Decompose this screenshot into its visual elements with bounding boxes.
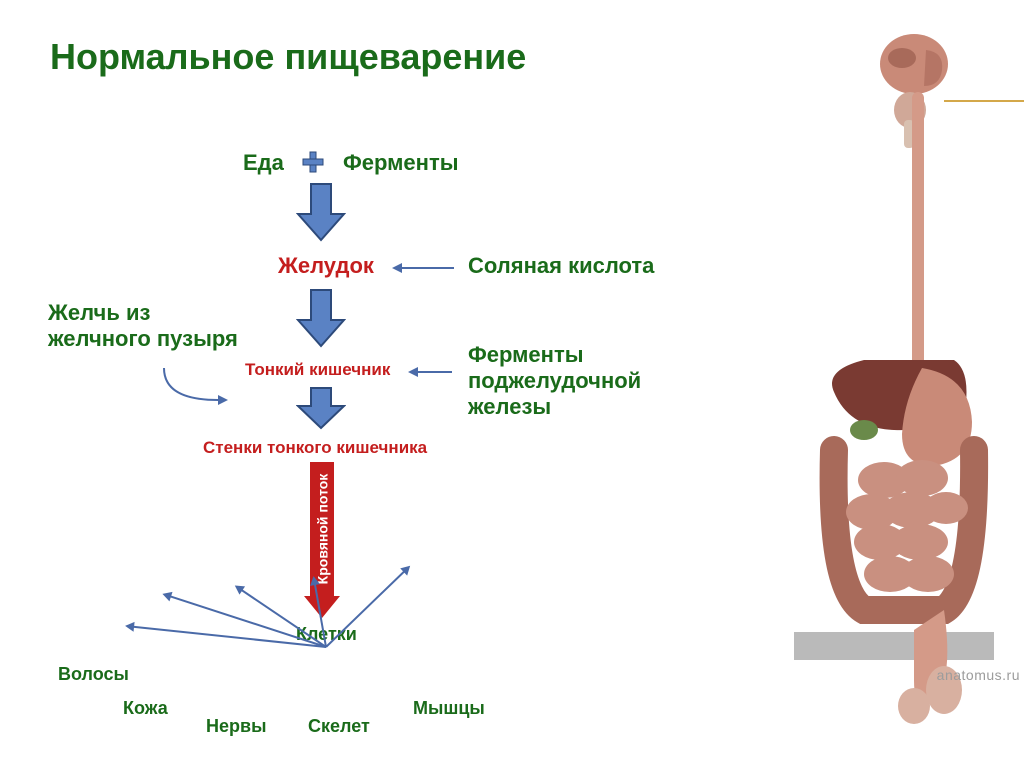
node-small-intestine: Тонкий кишечник — [245, 360, 390, 380]
node-food: Еда — [243, 150, 284, 176]
diagram-title: Нормальное пищеварение — [50, 36, 526, 78]
anatomy-illustration — [794, 30, 994, 730]
node-bile-line2: желчного пузыря — [48, 326, 238, 352]
node-pancreas-line3: железы — [468, 394, 551, 420]
h-arrow-pancreas — [406, 366, 454, 378]
watermark: anatomus.ru — [937, 667, 1020, 683]
node-hair: Волосы — [58, 664, 129, 685]
diagram-panel: Нормальное пищеварение Еда Ферменты Желу… — [18, 10, 778, 740]
node-pancreas-line1: Ферменты — [468, 342, 584, 368]
h-arrow-hcl — [390, 262, 456, 274]
down-arrow-2 — [296, 288, 346, 348]
h-arrow-bile — [160, 366, 230, 406]
plus-icon — [301, 150, 325, 174]
blood-flow-label: Кровяной поток — [314, 474, 330, 585]
blood-flow-arrow: Кровяной поток — [310, 462, 334, 618]
node-muscles: Мышцы — [413, 698, 485, 719]
node-hcl: Соляная кислота — [468, 253, 654, 279]
fan-arrow-skin — [164, 594, 326, 648]
node-intestine-walls: Стенки тонкого кишечника — [203, 438, 427, 458]
node-nerves: Нервы — [206, 716, 266, 737]
node-bile-line1: Желчь из — [48, 300, 150, 326]
node-skin: Кожа — [123, 698, 168, 719]
down-arrow-3 — [296, 386, 346, 430]
node-stomach: Желудок — [278, 253, 374, 279]
node-enzymes: Ферменты — [343, 150, 459, 176]
down-arrow-1 — [296, 182, 346, 242]
node-pancreas-line2: поджелудочной — [468, 368, 641, 394]
node-skeleton: Скелет — [308, 716, 370, 737]
